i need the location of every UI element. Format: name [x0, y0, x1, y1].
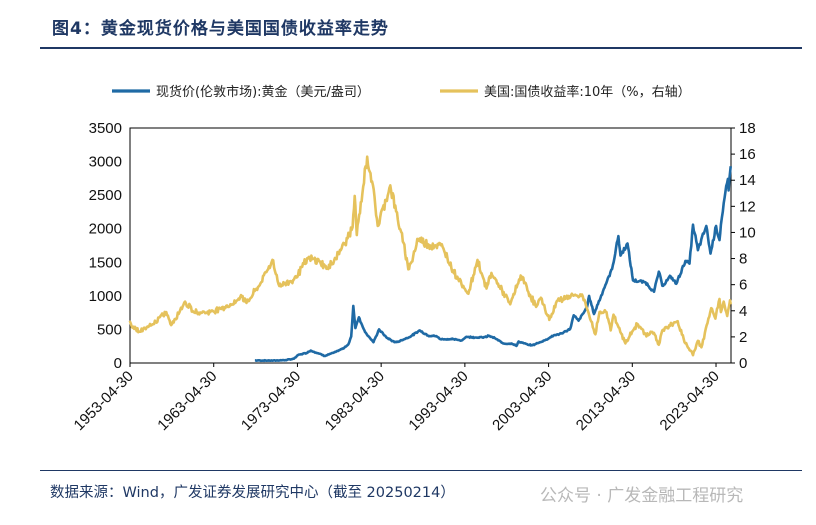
right-y-tick-label: 10	[739, 224, 756, 241]
plot-border	[129, 127, 732, 364]
right-y-tick-label: 2	[739, 329, 747, 346]
left-y-tick-label: 1000	[89, 288, 122, 305]
legend: 现货价(伦敦市场):黄金（美元/盎司） 美国:国债收益率:10年（%，右轴）	[112, 84, 691, 100]
x-tick-label: 1993-04-30	[405, 368, 471, 434]
x-axis: 1953-04-30 1963-04-30 1973-04-30 1983-04-30…	[71, 363, 723, 434]
series-layer	[128, 155, 732, 363]
left-y-tick-label: 0	[114, 355, 122, 372]
right-y-tick-label: 6	[739, 277, 747, 294]
x-tick-label: 1953-04-30	[71, 368, 137, 434]
left-y-tick-label: 1500	[89, 254, 122, 271]
x-tick-label: 1983-04-30	[322, 368, 388, 434]
series-line-treasury-yield	[128, 155, 732, 357]
x-tick-label: 2023-04-30	[657, 368, 723, 434]
series-line-gold-price	[254, 166, 732, 363]
left-y-tick-label: 2000	[89, 221, 122, 238]
left-y-tick-label: 3000	[89, 154, 122, 171]
x-tick-label: 1963-04-30	[154, 368, 220, 434]
x-tick-label: 2003-04-30	[489, 368, 555, 434]
right-y-tick-label: 0	[739, 355, 747, 372]
left-y-tick-label: 500	[97, 321, 122, 338]
x-tick-label: 1973-04-30	[238, 368, 304, 434]
right-y-tick-label: 14	[739, 172, 756, 189]
dual-axis-line-chart: 现货价(伦敦市场):黄金（美元/盎司） 美国:国债收益率:10年（%，右轴） 0 5…	[71, 84, 756, 434]
legend-label-gold-price: 现货价(伦敦市场):黄金（美元/盎司）	[156, 84, 370, 100]
right-y-tick-label: 4	[739, 303, 747, 320]
title-rule	[40, 47, 802, 49]
left-y-tick-label: 2500	[89, 187, 122, 204]
right-y-tick-label: 12	[739, 198, 756, 215]
plot-area	[129, 127, 732, 364]
footer-rule	[40, 470, 802, 471]
x-tick-label: 2013-04-30	[573, 368, 639, 434]
watermark: 公众号 · 广发金融工程研究	[540, 486, 744, 506]
right-y-tick-label: 8	[739, 251, 747, 268]
right-y-axis: 0 2 4 6 8 10 12 14 16 18	[731, 120, 756, 372]
source-note: 数据来源：Wind，广发证券发展研究中心（截至 20250214）	[50, 485, 455, 501]
legend-label-treasury-yield: 美国:国债收益率:10年（%，右轴）	[484, 84, 691, 100]
right-y-tick-label: 18	[739, 120, 756, 137]
right-y-tick-label: 16	[739, 146, 756, 163]
left-y-axis: 0 500 1000 1500 2000 2500 3000 3500	[89, 120, 122, 372]
left-y-tick-label: 3500	[89, 120, 122, 137]
figure-title: 图4：黄金现货价格与美国国债收益率走势	[52, 19, 389, 39]
